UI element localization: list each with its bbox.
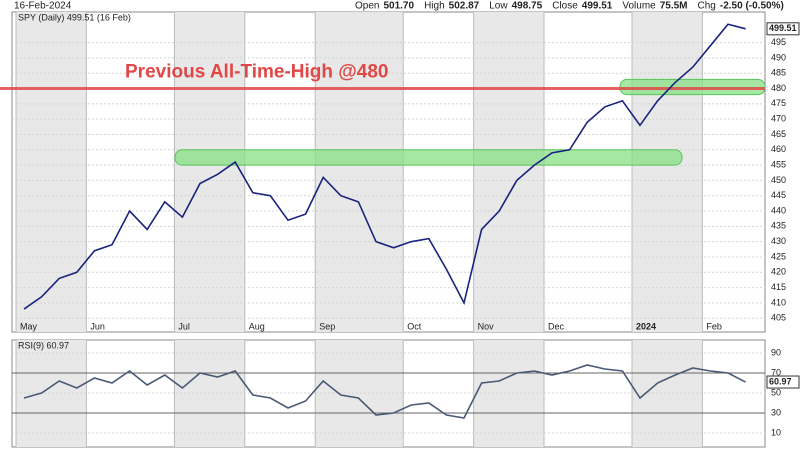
y-tick-label: 450 [771, 175, 786, 185]
month-band [632, 12, 703, 332]
month-band [16, 12, 87, 332]
y-tick-label: 415 [771, 282, 786, 292]
support-zone [174, 149, 683, 166]
series-line [23, 364, 746, 419]
y-tick-label: 445 [771, 190, 786, 200]
month-band [632, 340, 703, 447]
y-tick-label: 90 [771, 347, 781, 357]
panel-title: SPY (Daily) 499.51 (16 Feb) [18, 12, 131, 22]
y-tick-label: 465 [771, 129, 786, 139]
y-tick-label: 430 [771, 236, 786, 246]
y-tick-label: 435 [771, 221, 786, 231]
support-zone [619, 78, 766, 96]
y-tick-label: 420 [771, 267, 786, 277]
quote-value: 75.5M [660, 1, 688, 12]
y-tick-label: 455 [771, 159, 786, 169]
last-value-box [766, 375, 800, 389]
quote-value: 499.51 [582, 1, 613, 12]
y-tick-label: 425 [771, 251, 786, 261]
y-tick-label: 495 [771, 37, 786, 47]
month-band [174, 12, 245, 332]
y-tick-label: 460 [771, 144, 786, 154]
annotation-text: Previous All-Time-High @480 [125, 62, 389, 83]
y-tick-label: 475 [771, 98, 786, 108]
header-date: 16-Feb-2024 [14, 1, 72, 12]
last-value-label: 60.97 [769, 376, 792, 386]
x-tick-label: Jul [178, 321, 190, 331]
quote-label: Volume [622, 1, 656, 12]
series-line [23, 23, 746, 310]
x-tick-label: Oct [407, 321, 422, 331]
month-band [473, 12, 544, 332]
x-tick-label: May [20, 321, 38, 331]
quote-value: -2.50 (-0.50%) [720, 1, 784, 12]
last-value-box [766, 22, 800, 36]
x-tick-label: Sep [319, 321, 335, 331]
quote-label: Low [489, 1, 508, 12]
panel-title: RSI(9) 60.97 [18, 340, 69, 350]
y-tick-label: 440 [771, 205, 786, 215]
y-tick-label: 480 [771, 83, 786, 93]
month-band [315, 12, 404, 332]
quote-label: Chg [698, 1, 716, 12]
quote-label: High [424, 1, 445, 12]
y-tick-label: 30 [771, 407, 781, 417]
quote-value: 502.87 [449, 1, 480, 12]
x-tick-label: Nov [478, 321, 495, 331]
x-tick-label: Jun [90, 321, 105, 331]
quote-label: Open [355, 1, 379, 12]
y-tick-label: 485 [771, 68, 786, 78]
y-tick-label: 70 [771, 367, 781, 377]
quote-value: 501.70 [383, 1, 414, 12]
y-tick-label: 50 [771, 387, 781, 397]
x-tick-label: Dec [548, 321, 565, 331]
x-tick-label: Feb [706, 321, 722, 331]
month-band [16, 340, 87, 447]
y-tick-label: 405 [771, 313, 786, 323]
quote-label: Close [552, 1, 578, 12]
y-tick-label: 10 [771, 427, 781, 437]
x-tick-label: Aug [249, 321, 265, 331]
quote-value: 498.75 [512, 1, 543, 12]
y-tick-label: 470 [771, 114, 786, 124]
x-tick-label: 2024 [636, 321, 656, 331]
y-tick-label: 490 [771, 52, 786, 62]
y-tick-label: 410 [771, 297, 786, 307]
last-value-label: 499.51 [769, 23, 797, 33]
